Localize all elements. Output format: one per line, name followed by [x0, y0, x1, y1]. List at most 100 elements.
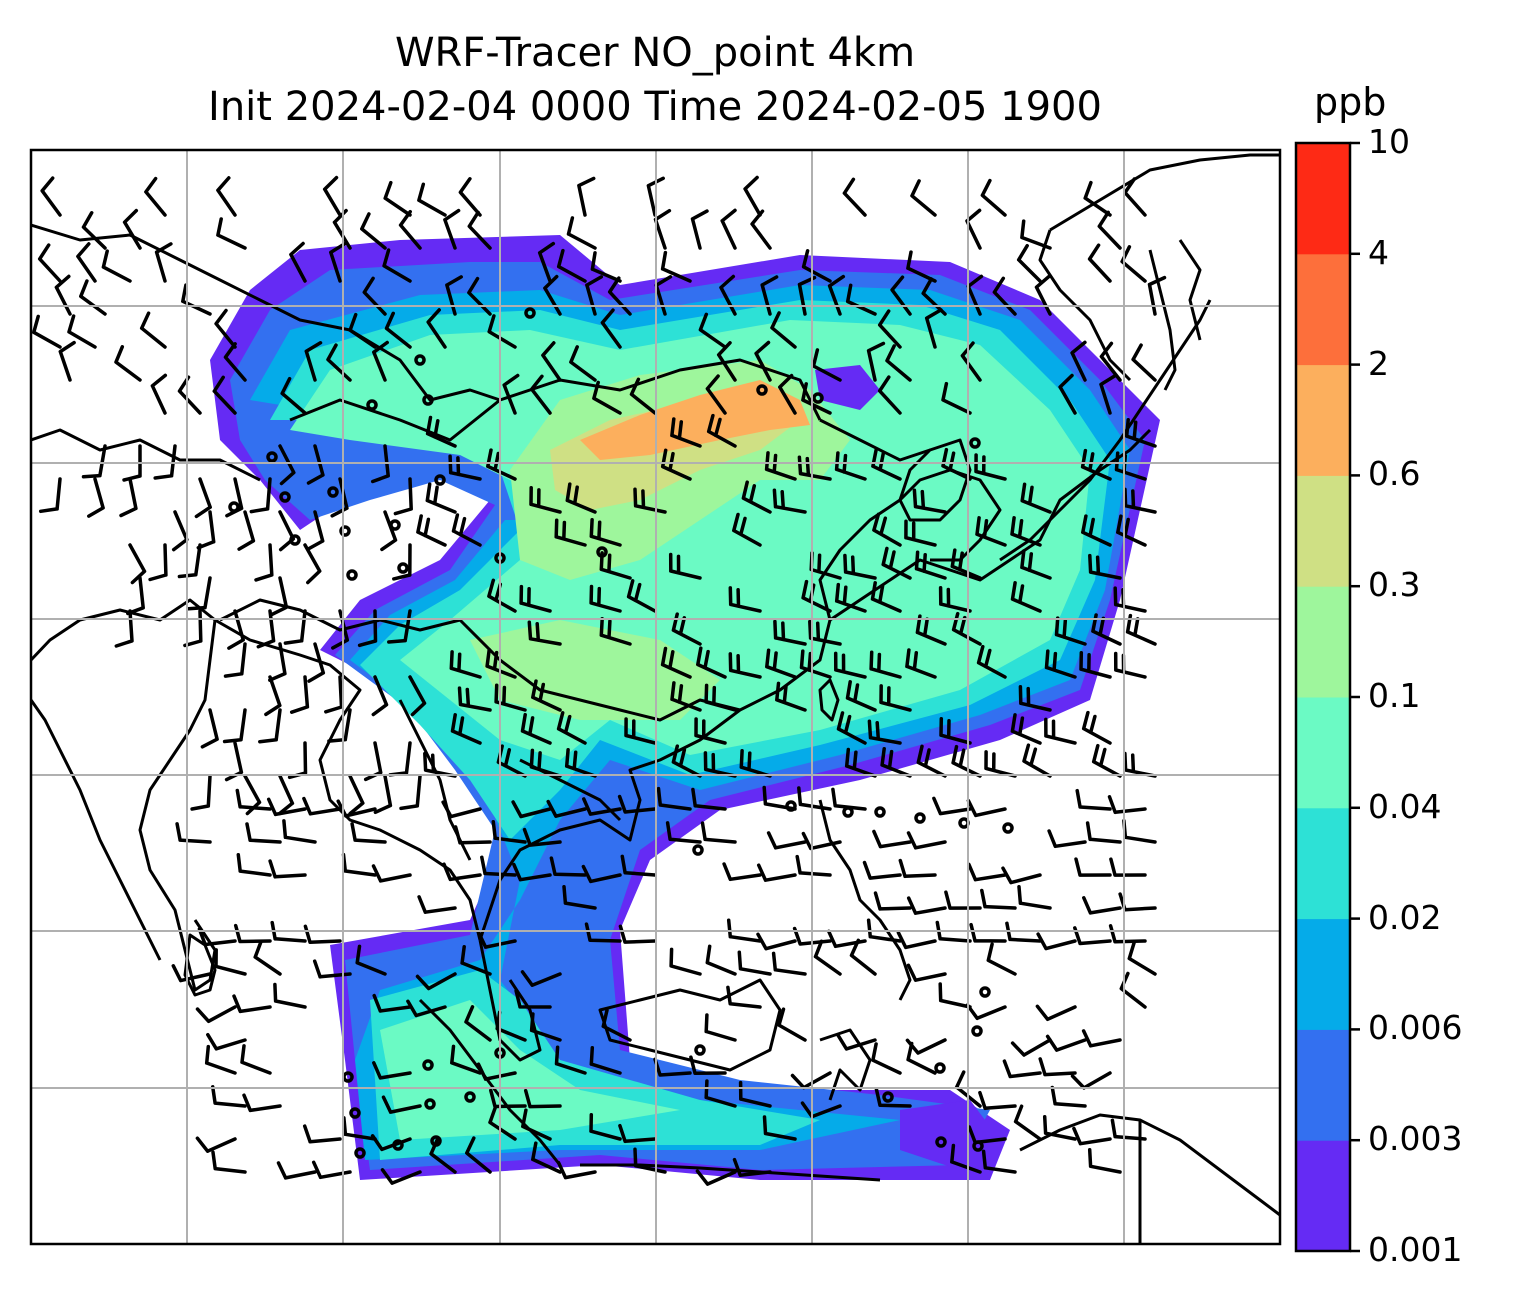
wind-barb [1123, 487, 1157, 514]
wind-barb [210, 1085, 247, 1108]
wind-barb [633, 1147, 667, 1174]
wind-barb [144, 176, 167, 217]
wind-barb [306, 510, 325, 551]
wind-barb [119, 477, 138, 518]
coastline-sumatra [418, 998, 562, 1166]
wind-barb [264, 675, 282, 717]
wind-barb [1081, 514, 1112, 547]
wind-barb [253, 939, 282, 976]
colorbar [1294, 141, 1360, 1253]
wind-barb [225, 477, 244, 518]
colorbar-segment [1296, 475, 1350, 587]
wind-barb [732, 1157, 772, 1177]
wind-barb-calm [434, 474, 446, 486]
wind-barb [797, 455, 832, 481]
wind-barb-calm [422, 394, 434, 406]
wind-barb [795, 854, 832, 877]
wind-barb-calm [354, 1147, 366, 1159]
colorbar-segment [1296, 253, 1350, 366]
colorbar-tick-label: 2 [1368, 343, 1389, 383]
plume-violet-spot-s [900, 1100, 1000, 1170]
wind-barb [382, 248, 412, 283]
wind-barb [872, 829, 912, 849]
wind-barb [705, 374, 727, 415]
coastline-kamchatka [1178, 239, 1202, 341]
wind-barb [1034, 274, 1052, 316]
wind-barb [269, 576, 289, 617]
wind-barb-calm [812, 392, 824, 404]
wind-barb [249, 477, 272, 514]
wind-barb [1072, 1126, 1112, 1146]
wind-barb [669, 947, 702, 976]
wind-barb [775, 681, 807, 712]
wind-barb [599, 551, 632, 580]
wind-barb [765, 648, 797, 679]
wind-barb [881, 546, 912, 580]
wind-barb [976, 644, 1007, 679]
wind-barb [1127, 940, 1157, 976]
colorbar-segment [1296, 364, 1350, 476]
map-panel [31, 150, 1280, 1244]
wind-barb [122, 444, 142, 482]
wind-barb [871, 1042, 902, 1075]
wind-barb [906, 896, 947, 915]
wind-barb [222, 708, 247, 744]
wind-barb [904, 519, 937, 547]
wind-barb [728, 586, 762, 613]
wind-barb-calm [279, 491, 291, 503]
wind-barb [362, 276, 387, 316]
wind-barb [843, 553, 877, 580]
wind-barb [906, 963, 947, 982]
wind-barb [236, 853, 272, 877]
wind-barb [562, 884, 597, 910]
wind-barb [76, 242, 97, 283]
wind-barb [445, 275, 463, 316]
wind-barb [67, 314, 97, 349]
wind-barb [582, 797, 622, 816]
wind-barb [380, 510, 398, 552]
wind-barb [393, 477, 413, 516]
wind-barb [589, 518, 622, 547]
wind-barb [760, 275, 779, 316]
wind-barb [527, 620, 562, 646]
wind-barb [425, 415, 457, 448]
wind-barb [322, 175, 342, 217]
wind-barb [139, 311, 167, 349]
wind-barb [485, 647, 517, 679]
wind-barb [1074, 857, 1112, 877]
wind-barb [584, 922, 622, 943]
wind-barb [464, 1005, 492, 1042]
wind-barb [194, 477, 212, 519]
wind-barb [312, 959, 352, 979]
wind-barb [877, 309, 902, 349]
wind-barb [694, 717, 727, 745]
wind-barb [1013, 1104, 1042, 1141]
wind-barb [938, 982, 972, 1009]
wind-barb [1001, 866, 1042, 885]
wind-barb [502, 373, 520, 415]
colorbar-tick-label: 10 [1368, 122, 1410, 161]
wind-barb [1116, 514, 1147, 547]
wind-barb [1091, 613, 1122, 646]
wind-barb [304, 341, 323, 382]
wind-barb [273, 982, 307, 1009]
plume-orange [580, 380, 810, 460]
wind-barb [531, 679, 562, 712]
wind-barb [762, 785, 797, 811]
wind-barb-calm [914, 812, 926, 824]
wind-barb [704, 683, 737, 712]
wind-barb [1123, 177, 1147, 217]
wind-barb [1035, 1004, 1077, 1022]
wind-barb [801, 382, 832, 415]
wind-barb [877, 375, 902, 415]
wind-barb-calm [969, 437, 981, 449]
wind-barb [453, 825, 492, 845]
wind-barb [944, 890, 982, 910]
wind-barb [520, 970, 562, 987]
wind-barb [87, 477, 105, 518]
wind-barb [771, 951, 807, 976]
colorbar-tick-label: 0.001 [1368, 1230, 1463, 1269]
wind-barb [1107, 795, 1147, 815]
wind-barb [195, 1136, 237, 1153]
wind-barb [373, 774, 393, 815]
